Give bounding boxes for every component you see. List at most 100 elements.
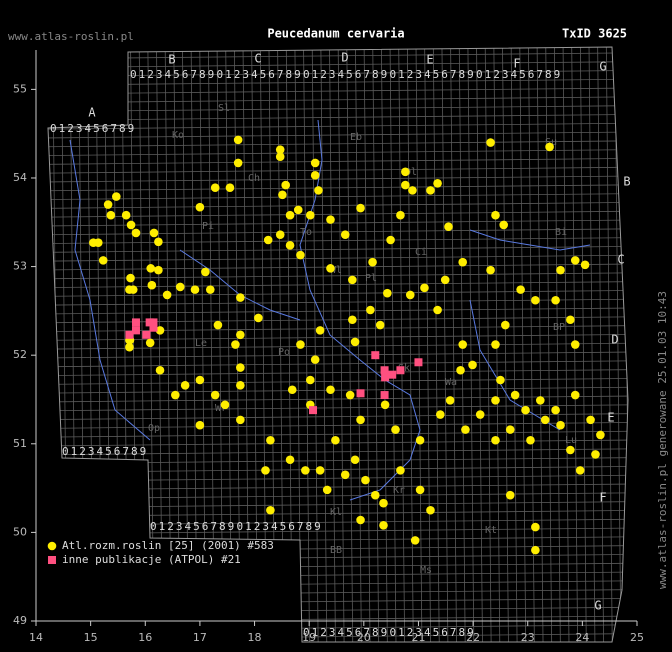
x-tick-label: 17 [193, 631, 207, 644]
grid-line-v [441, 47, 449, 642]
grid-column-letter: F [513, 57, 520, 71]
region-label: Ci [415, 247, 427, 258]
grid-line-h [48, 422, 628, 429]
record-dot [154, 237, 163, 247]
region-label: Su [545, 137, 557, 148]
region-label: Wr [215, 403, 227, 414]
grid-line-v [406, 47, 414, 642]
record-dot [236, 293, 245, 302]
record-dot [361, 475, 370, 485]
grid-line-v [484, 47, 492, 642]
record-dot [348, 275, 357, 285]
record-square [356, 389, 365, 398]
grid-line-h [48, 386, 628, 394]
record-dot [570, 256, 580, 265]
record-dot [405, 290, 415, 300]
grid-line-h [48, 360, 628, 368]
record-dot [126, 220, 136, 230]
record-dot [510, 390, 520, 400]
legend-marker [48, 556, 56, 564]
grid-line-v [562, 47, 570, 642]
record-dot [356, 415, 365, 425]
grid-line-h [48, 413, 628, 420]
record-dot [566, 315, 575, 325]
grid-line-v [579, 47, 587, 642]
grid-digits: 0123456789 [130, 68, 216, 81]
x-tick-label: 23 [521, 631, 535, 644]
grid-line-v [424, 47, 431, 642]
region-label: Po [278, 347, 290, 358]
record-dot [531, 522, 540, 532]
river [469, 229, 591, 251]
record-dot [380, 400, 390, 410]
record-dot [236, 381, 245, 390]
record-dot [210, 183, 220, 193]
grid-line-v [363, 47, 371, 642]
record-dot [491, 340, 500, 349]
record-dot [545, 142, 554, 152]
grid-line-v [259, 47, 267, 642]
record-dot [281, 180, 290, 190]
grid-line-v [415, 47, 423, 642]
record-dot [285, 455, 295, 465]
grid-column-letter: E [426, 53, 433, 67]
record-dot [486, 138, 495, 147]
grid-line-v [285, 47, 293, 642]
record-dot [458, 257, 468, 267]
grid-row-letter: E [607, 411, 614, 425]
grid-column-letter: G [599, 60, 606, 74]
record-dot [570, 340, 580, 349]
record-dot [233, 158, 243, 168]
taxon-id: TxID 3625 [562, 27, 627, 41]
grid-line-v [528, 47, 535, 642]
region-label: Kl [330, 507, 342, 518]
grid-line-h [48, 70, 628, 77]
grid-line-h [48, 228, 628, 236]
record-dot [370, 490, 380, 500]
grid-line-h [48, 272, 628, 280]
y-tick-label: 54 [13, 171, 27, 184]
record-dot [180, 381, 190, 390]
grid-line-h [48, 52, 628, 60]
record-dot [415, 435, 425, 445]
grid-row-letter: G [594, 599, 601, 613]
record-dot [326, 264, 335, 273]
record-dot [340, 230, 350, 239]
region-label: Pl [365, 273, 377, 284]
record-dot [468, 360, 477, 370]
grid-line-h [48, 448, 628, 456]
y-tick-label: 49 [13, 614, 27, 627]
record-dot [433, 305, 442, 315]
record-dot [201, 267, 210, 277]
grid-line-h [48, 571, 628, 579]
legend-marker [47, 541, 57, 551]
grid-line-v [588, 47, 596, 642]
record-dot [596, 430, 605, 440]
record-dot [426, 505, 435, 515]
record-dot [375, 320, 385, 330]
grid-line-h [48, 78, 628, 86]
region-label: Kt [485, 525, 497, 536]
record-dot [205, 285, 215, 294]
record-dot [586, 415, 595, 425]
record-dot [275, 230, 285, 239]
y-tick-label: 51 [13, 437, 27, 450]
record-dot [296, 250, 305, 260]
record-dot [236, 415, 245, 425]
record-dot [98, 256, 108, 265]
record-dot [535, 396, 545, 405]
grid-column-letter: B [168, 53, 175, 67]
grid-column-letter: A [88, 106, 96, 120]
grid-line-h [48, 307, 628, 315]
record-dot [121, 210, 131, 220]
record-dot [551, 405, 560, 415]
record-dot [190, 285, 200, 294]
grid-line-h [48, 184, 628, 192]
x-tick-label: 24 [575, 631, 589, 644]
grid-line-h [48, 131, 628, 139]
region-label: Wa [445, 377, 457, 388]
grid-line-h [48, 457, 628, 464]
grid-line-h [48, 474, 628, 482]
grid-digits: 0123456789 [390, 626, 476, 639]
